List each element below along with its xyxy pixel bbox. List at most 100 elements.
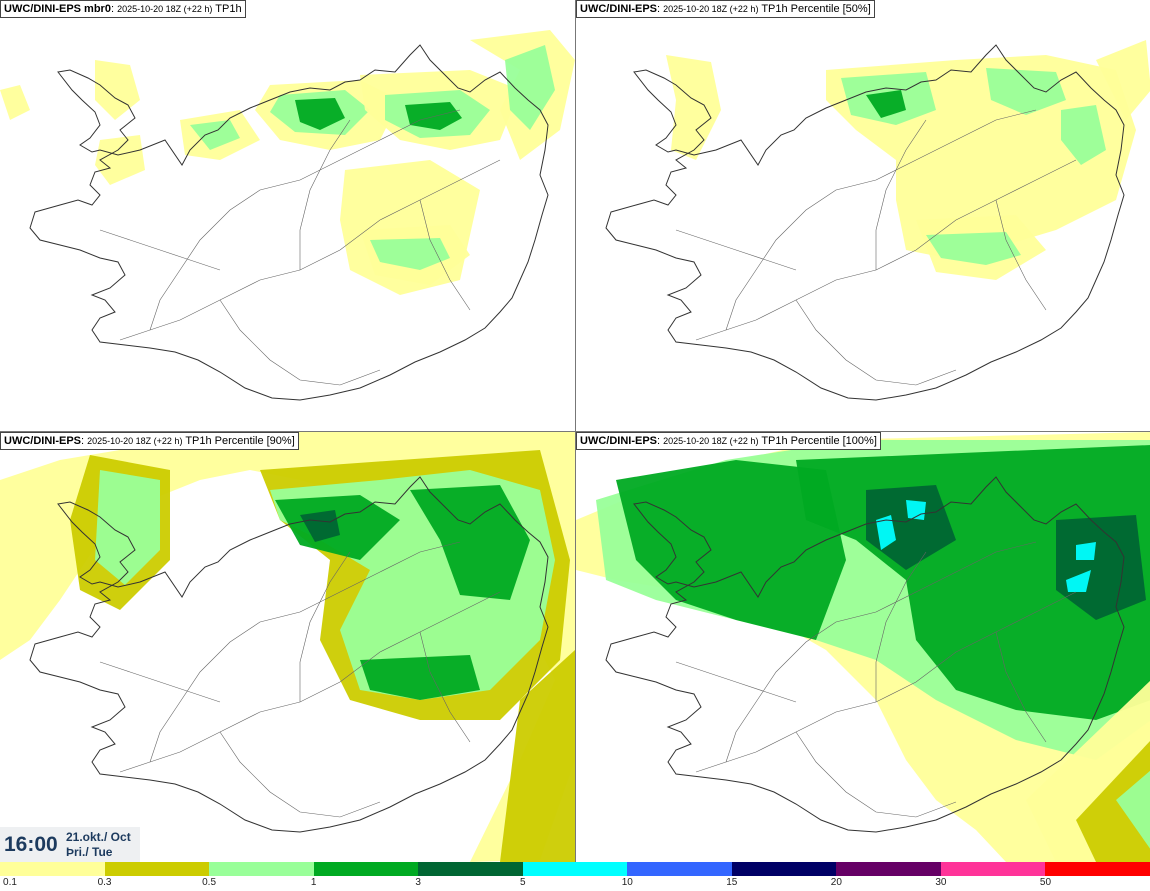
road-line — [995, 631, 1047, 743]
model-name: UWC/DINI-EPS — [580, 3, 657, 15]
coastline — [605, 44, 1125, 401]
colorbar-swatch — [627, 862, 733, 876]
coastline — [29, 44, 549, 401]
precip-area — [300, 510, 340, 542]
colorbar-label: 20 — [830, 877, 842, 888]
colorbar-swatch — [836, 862, 942, 876]
road-line — [995, 199, 1047, 311]
precip-area — [0, 85, 30, 120]
panel-divider — [0, 431, 1150, 432]
precip-area — [360, 655, 480, 700]
precip-map — [0, 432, 575, 862]
precip-map — [576, 432, 1150, 862]
precip-area — [295, 98, 345, 130]
map-panel-p50: UWC/DINI-EPS: 2025-10-20 18Z (+22 h) TP1… — [576, 0, 1150, 430]
field-name: TP1h Percentile [50%] — [761, 3, 871, 15]
run-time: 2025-10-20 18Z (+22 h) — [663, 436, 759, 446]
run-time: 2025-10-20 18Z (+22 h) — [663, 4, 759, 14]
precip-area — [1076, 542, 1096, 560]
valid-time-box: 16:00 21.okt./ Oct Þri./ Tue — [0, 827, 140, 862]
road-line — [419, 631, 471, 743]
precip-area — [500, 650, 575, 862]
road-line — [299, 119, 351, 270]
run-time: 2025-10-20 18Z (+22 h) — [117, 4, 213, 14]
precip-area — [95, 60, 140, 120]
road-line — [299, 551, 351, 702]
colorbar-label: 0.5 — [202, 877, 217, 888]
valid-weekday: Þri./ Tue — [66, 845, 113, 859]
model-name: UWC/DINI-EPS mbr0 — [4, 3, 111, 15]
colorbar-label: 5 — [519, 877, 526, 888]
precip-area — [906, 500, 926, 520]
model-name: UWC/DINI-EPS — [580, 435, 657, 447]
road-line — [725, 109, 1037, 331]
colorbar-swatch — [104, 862, 210, 876]
colorbar-label: 30 — [935, 877, 947, 888]
precip-map — [605, 40, 1150, 401]
field-name: TP1h Percentile [90%] — [185, 435, 295, 447]
run-time: 2025-10-20 18Z (+22 h) — [87, 436, 183, 446]
panel-title: UWC/DINI-EPS: 2025-10-20 18Z (+22 h) TP1… — [0, 432, 299, 450]
precip-area — [876, 515, 896, 550]
panel-title: UWC/DINI-EPS: 2025-10-20 18Z (+22 h) TP1… — [576, 0, 875, 18]
precip-area — [1116, 770, 1150, 849]
field-name: TP1h — [215, 3, 242, 15]
precip-area — [926, 232, 1021, 265]
road-line — [795, 299, 957, 386]
valid-date: 21.okt./ Oct — [66, 830, 131, 844]
precip-area — [370, 238, 450, 270]
colorbar-label: 10 — [621, 877, 633, 888]
precip-area — [95, 135, 145, 185]
precip-area — [95, 470, 160, 585]
precip-area — [986, 68, 1066, 115]
precip-area — [410, 485, 530, 600]
colorbar-swatch — [313, 862, 419, 876]
precip-area — [616, 460, 846, 640]
road-line — [149, 541, 461, 763]
precip-area — [405, 102, 462, 130]
road-line — [99, 661, 221, 703]
precip-area — [190, 120, 240, 150]
precip-area — [1066, 570, 1091, 592]
road-line — [875, 551, 927, 702]
colorbar-label: 3 — [415, 877, 421, 888]
road-line — [725, 541, 1037, 763]
colorbar-swatch — [522, 862, 628, 876]
precip-area — [866, 485, 956, 570]
road-line — [675, 661, 797, 703]
road-line — [675, 229, 797, 271]
road-line — [99, 229, 221, 271]
colorbar-label: 1 — [310, 877, 317, 888]
coastline — [605, 476, 1125, 833]
colorbar-label: 15 — [726, 877, 738, 888]
panel-title: UWC/DINI-EPS: 2025-10-20 18Z (+22 h) TP1… — [576, 432, 881, 450]
map-panel-p90: UWC/DINI-EPS: 2025-10-20 18Z (+22 h) TP1… — [0, 432, 575, 862]
precip-area — [1061, 105, 1106, 165]
precip-colorbar: 0.1 0.3 0.5 1 3 5 10 15 20 30 50 — [0, 862, 1150, 891]
road-line — [219, 299, 381, 386]
colorbar-label: 50 — [1039, 877, 1052, 888]
precip-area — [866, 90, 906, 118]
road-line — [219, 731, 381, 818]
colorbar-swatch — [418, 862, 524, 876]
colorbar-label: 0.3 — [97, 877, 112, 888]
valid-time: 16:00 — [4, 833, 58, 856]
colorbar-swatch — [731, 862, 837, 876]
model-name: UWC/DINI-EPS — [4, 435, 81, 447]
map-panel-p100: UWC/DINI-EPS: 2025-10-20 18Z (+22 h) TP1… — [576, 432, 1150, 862]
road-line — [149, 109, 461, 331]
precip-area — [1076, 741, 1150, 862]
map-panel-mbr0: UWC/DINI-EPS mbr0: 2025-10-20 18Z (+22 h… — [0, 0, 575, 430]
precip-area — [505, 45, 555, 130]
colorbar-swatch — [940, 862, 1046, 876]
panel-title: UWC/DINI-EPS mbr0: 2025-10-20 18Z (+22 h… — [0, 0, 246, 18]
colorbar-swatch — [0, 862, 106, 876]
precip-area — [1096, 40, 1150, 120]
colorbar-label: 0.1 — [3, 877, 17, 888]
road-line — [875, 119, 927, 270]
colorbar-swatch — [209, 862, 315, 876]
road-line — [795, 731, 957, 818]
precip-map — [0, 30, 575, 401]
colorbar-swatch — [1045, 862, 1150, 876]
precip-area — [1056, 515, 1146, 620]
